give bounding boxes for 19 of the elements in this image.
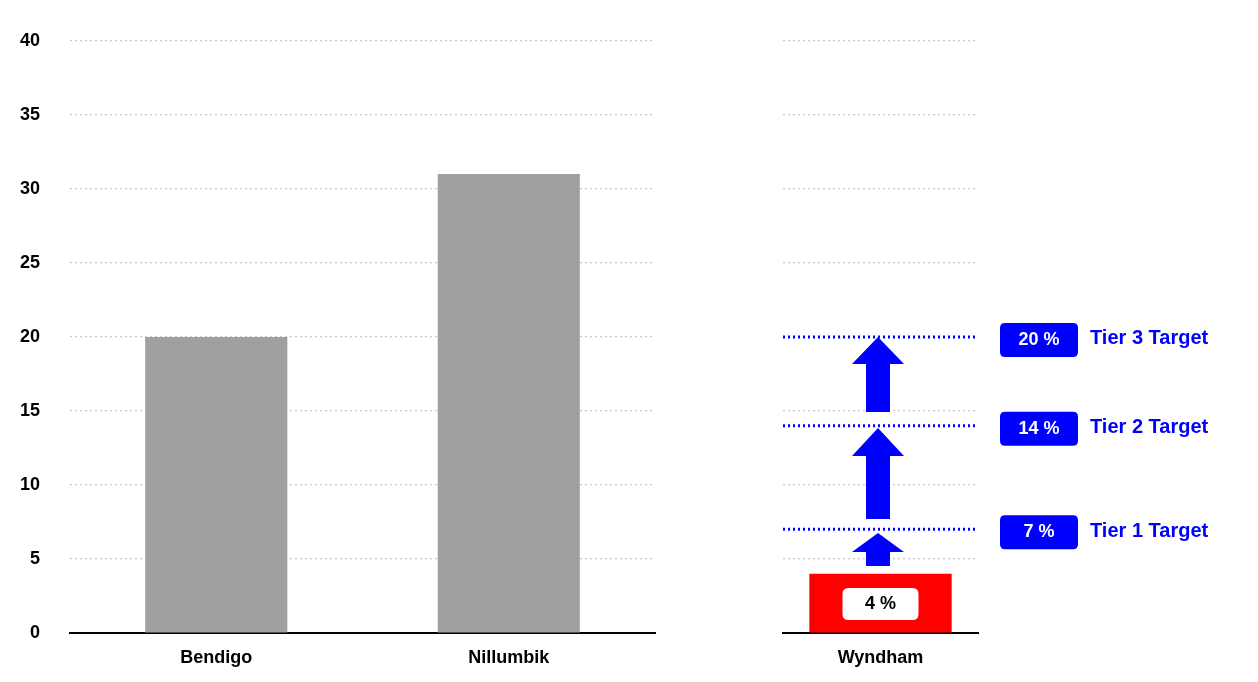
text: 20 % [1018, 328, 1060, 349]
y-tick-label: 10 [19, 473, 40, 494]
ref-line-label: Tier 1 Target [1090, 518, 1209, 541]
y-tick-label: 35 [19, 103, 40, 124]
y-tick-label: 40 [19, 29, 40, 50]
x-tick-label: Wyndham [837, 646, 924, 667]
x-tick-label: Nillumbik [468, 646, 551, 667]
y-tick-label: 30 [19, 177, 40, 198]
text: 7 % [1023, 521, 1055, 542]
ref-line-label: Tier 2 Target [1090, 415, 1209, 438]
y-tick-label: 5 [29, 547, 40, 568]
ref-line-label: Tier 3 Target [1090, 326, 1209, 349]
y-tick-label: 25 [19, 251, 40, 272]
text: 14 % [1018, 417, 1060, 438]
y-tick-label: 15 [19, 399, 40, 420]
y-tick-label: 20 [19, 325, 40, 346]
x-tick-label: Bendigo [180, 646, 253, 667]
y-tick-label: 0 [29, 621, 40, 642]
data-label: 4 % [864, 593, 897, 614]
